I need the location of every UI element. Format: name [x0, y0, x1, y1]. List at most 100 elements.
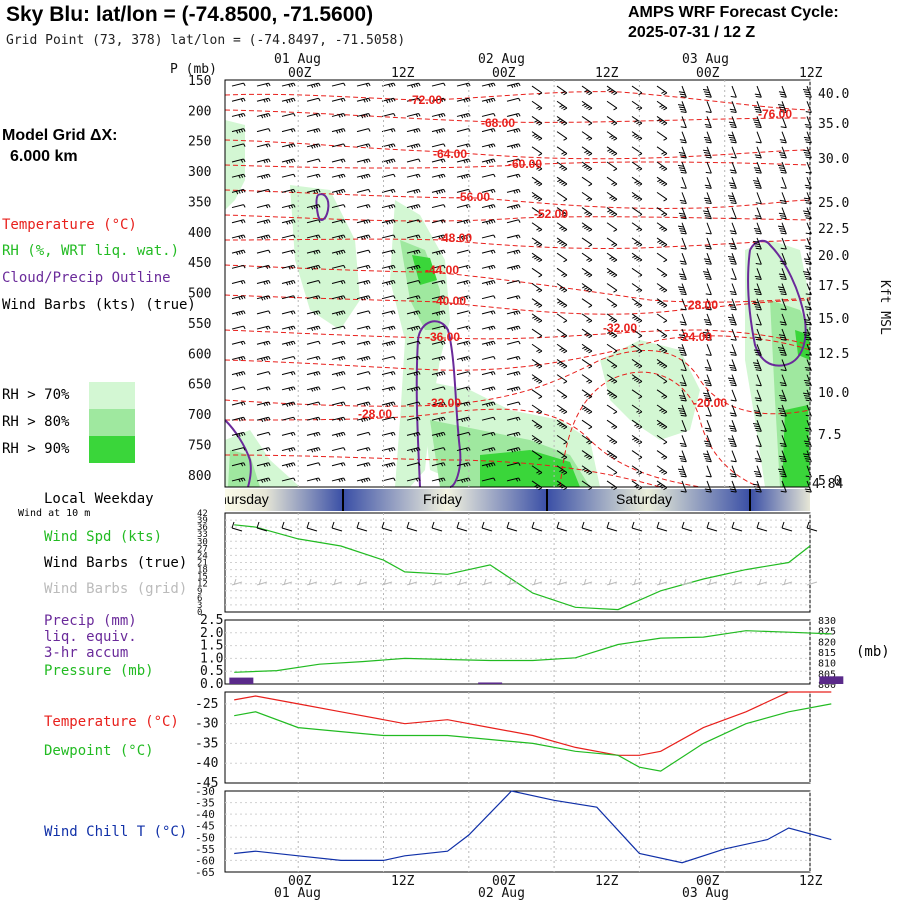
wind-barb-710-21 [756, 419, 762, 432]
wind-barb-760-7-flag-1 [415, 447, 419, 452]
wind-barb-685-1-flag-1 [265, 402, 269, 406]
wind-barb-585-12 [531, 343, 543, 352]
wind-barb-260-19-flag-1 [704, 154, 711, 157]
kft-tick-4: 22.5 [818, 222, 849, 237]
wind-barb-385-10-flag-3 [485, 221, 489, 225]
wind-barb-385-14-flag-2 [584, 226, 589, 230]
temp-label-13: -24.00 [678, 330, 712, 344]
wind-barb-310-17-flag-2 [659, 180, 664, 184]
wind-barb-235-20-flag-1 [729, 139, 736, 141]
wind-barb-360-4-flag-0 [343, 204, 346, 208]
wind-barb-485-17-flag-0 [663, 289, 668, 293]
wind-barb-460-15 [606, 267, 618, 276]
wind-barb-560-18-flag-2 [678, 334, 685, 337]
legend-wind: Wind Barbs (kts) (true) [2, 297, 196, 313]
wind-barb-785-2-flag-0 [293, 462, 296, 466]
wind-barb-585-1-flag-2 [263, 342, 266, 346]
wind-barb-560-21 [756, 328, 762, 341]
wind-barb-410-18-flag-0 [680, 247, 687, 250]
kft-tick-surface: 4.84 [812, 477, 843, 492]
wind-barb-435-9 [456, 249, 469, 254]
wind-barb-760-11-flag-1 [515, 447, 519, 452]
wind-barb-710-12-flag-0 [538, 426, 543, 430]
wind-barb-385-14-flag-1 [586, 227, 591, 231]
wind-barb-735-19-flag-2 [703, 440, 710, 443]
wind-barb-260-15-flag-3 [607, 148, 611, 152]
wind-barb-735-12-flag-0 [538, 441, 543, 445]
wind-barb-760-17-flag-1 [661, 455, 666, 459]
wind-barb-410-20-flag-2 [728, 243, 735, 245]
wind-barb-335-2-flag-1 [290, 189, 294, 194]
wind-barb-335-22-flag-0 [780, 202, 787, 205]
wind-barb-810-1-flag-1 [265, 478, 269, 482]
wind-barb-260-7-flag-1 [415, 144, 419, 148]
wind-barb-810-8-flag-2 [438, 478, 441, 483]
wind-barb-285-19-flag-0 [705, 171, 712, 174]
wind-barb-510-13-flag-2 [559, 302, 564, 306]
wind-barb-560-4 [331, 325, 344, 330]
pressure-tick-right-805: 805 [818, 669, 836, 680]
wind-barb-810-19-flag-1 [704, 488, 711, 491]
wind-barb-685-12-flag-0 [538, 411, 543, 415]
wind-barb-760-19-flag-0 [705, 460, 712, 463]
wind-barb-785-3 [306, 462, 319, 467]
wind-barb-760-9-flag-1 [465, 447, 469, 452]
legend-temperature: Temperature (°C) [2, 217, 137, 233]
wind-barb-335-13 [556, 191, 568, 200]
wind-barb-685-10-flag-1 [490, 402, 494, 406]
wind-barb-260-11-flag-3 [510, 145, 514, 149]
wind-barb-635-7-flag-0 [418, 371, 421, 375]
wind-barb-610-12 [531, 359, 543, 367]
precip-tick-1.0: 1.0 [200, 651, 223, 666]
wind-barb-735-16-flag-3 [632, 437, 636, 441]
wind-barb-785-15 [606, 465, 618, 473]
temp-contour-10 [224, 335, 811, 371]
wind-barb-210-5-flag-2 [363, 114, 366, 118]
wind-barb-285-0-flag-0 [243, 158, 246, 163]
wind-barb-560-19-flag-3 [702, 331, 709, 334]
wind-barb-210-0-flag-1 [240, 113, 244, 118]
wind-barb-210-16-flag-0 [638, 122, 643, 126]
wind-barb-310-4-flag-2 [338, 175, 341, 179]
wind-barb-710-21-flag-1 [754, 427, 761, 430]
wind-barb-185-0-flag-1 [240, 98, 244, 102]
day-divider-1 [342, 489, 344, 511]
wind-barb-560-13 [556, 328, 568, 337]
wind-barb-735-8-flag-0 [443, 432, 446, 436]
wind-barb-360-0 [231, 204, 244, 209]
wind-barb-360-11-flag-2 [513, 205, 516, 209]
wind-barb-760-2-flag-0 [293, 447, 296, 451]
wind-barb-510-15-flag-1 [611, 303, 616, 307]
wind-barb-360-3-flag-0 [318, 204, 321, 208]
wind-barb-635-5-flag-0 [368, 371, 371, 375]
pressure-tick-300: 300 [188, 165, 211, 180]
wind-barb-585-14-flag-1 [586, 349, 591, 352]
wind-barb-435-14 [581, 252, 593, 261]
wind-barb-810-14-flag-0 [588, 487, 593, 491]
wind-barb-335-8-flag-0 [443, 189, 446, 193]
wind-barb-285-20-flag-1 [729, 169, 736, 172]
windspeed-tick-33: 33 [197, 530, 208, 540]
temp-label-12: -28.00 [684, 298, 718, 312]
windspeed-barb-grid-flag-23 [808, 578, 812, 586]
wind-barb-535-20-flag-1 [729, 321, 736, 324]
wind-barb-385-22-flag-2 [778, 227, 785, 230]
wind-barb-485-15 [606, 283, 618, 291]
wind-barb-660-15-flag-3 [607, 391, 611, 395]
wind-barb-735-4-flag-3 [335, 434, 339, 438]
wind-barb-185-9-flag-1 [465, 98, 469, 102]
top-date-2: 02 Aug [478, 52, 525, 67]
wind-barb-685-5-flag-0 [368, 401, 371, 406]
wind-barb-410-12 [531, 237, 543, 246]
wind-barb-235-12-flag-1 [536, 136, 541, 140]
wind-barb-510-8-flag-0 [443, 295, 446, 299]
kft-tick-3: 25.0 [818, 196, 849, 211]
wind-barb-660-15-flag-1 [611, 394, 616, 398]
rh-region-13 [782, 405, 810, 487]
wind-barb-585-8-flag-0 [443, 341, 446, 345]
wind-barb-335-21-flag-0 [755, 202, 762, 205]
wind-barb-260-11-flag-1 [515, 144, 519, 148]
windspeed-barb-true-4 [331, 527, 343, 532]
wind-barb-260-1-flag-0 [268, 143, 271, 147]
wind-barb-510-23 [806, 298, 812, 311]
